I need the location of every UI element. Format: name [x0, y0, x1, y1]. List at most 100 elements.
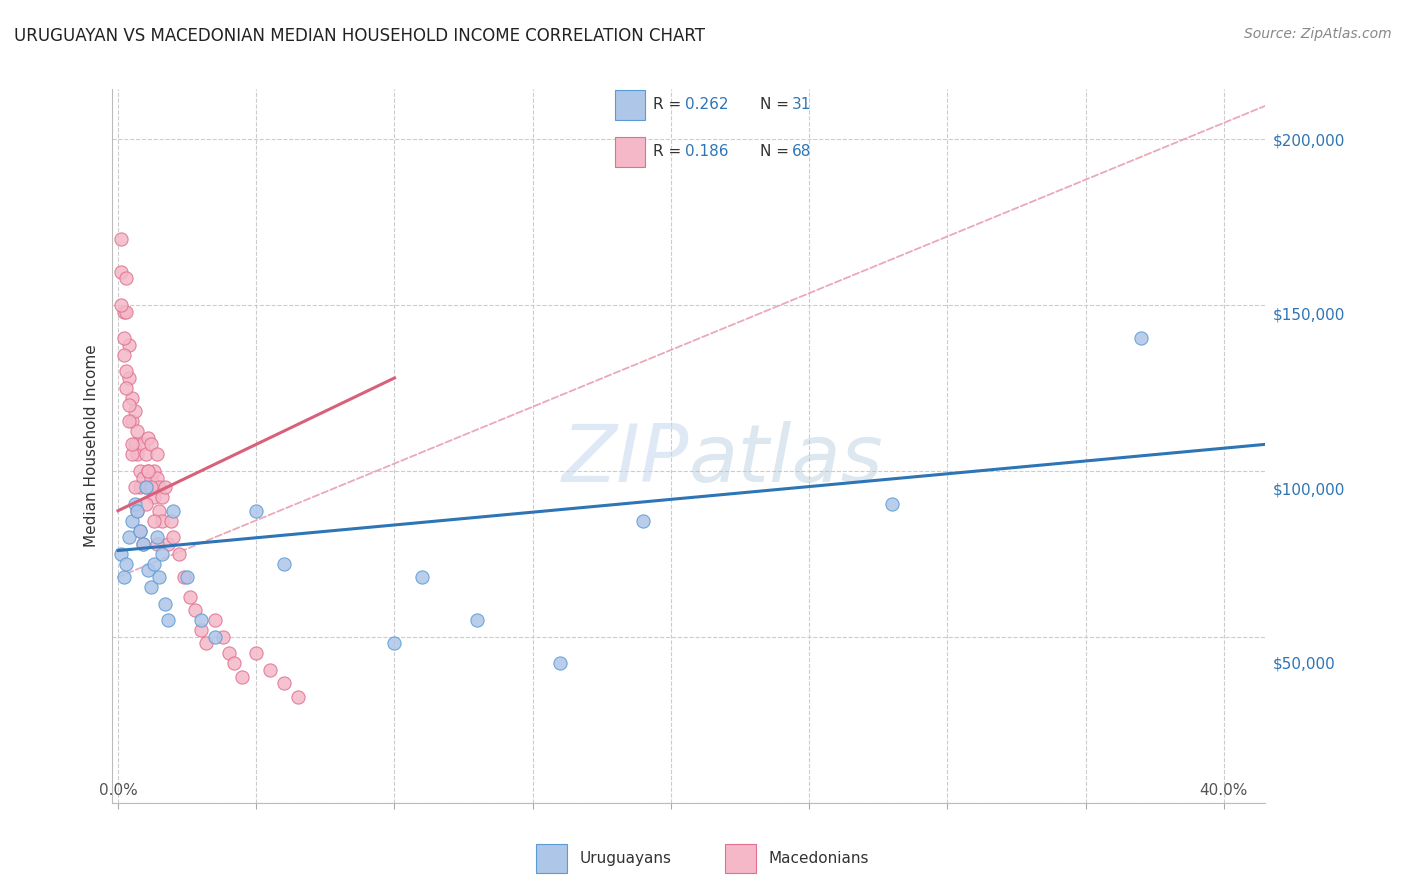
- Point: [129, 524, 152, 538]
- Point: [110, 547, 132, 561]
- Point: [127, 504, 149, 518]
- Point: [142, 557, 165, 571]
- Text: Uruguayans: Uruguayans: [579, 851, 671, 866]
- Point: [142, 514, 165, 528]
- Point: [132, 537, 155, 551]
- Text: atlas: atlas: [689, 421, 884, 500]
- Text: Source: ZipAtlas.com: Source: ZipAtlas.com: [1244, 27, 1392, 41]
- Point: [118, 414, 141, 428]
- Point: [132, 470, 155, 484]
- Point: [127, 447, 149, 461]
- Point: [129, 464, 152, 478]
- Point: [145, 537, 167, 551]
- Point: [127, 504, 149, 518]
- Point: [148, 570, 170, 584]
- Point: [124, 497, 146, 511]
- Point: [550, 657, 572, 671]
- Point: [273, 557, 295, 571]
- Point: [245, 647, 267, 661]
- Point: [184, 603, 207, 617]
- Point: [138, 431, 160, 445]
- Point: [141, 481, 163, 495]
- Point: [135, 481, 157, 495]
- Point: [135, 497, 157, 511]
- Point: [411, 570, 433, 584]
- Point: [127, 424, 149, 438]
- Text: 40.0%: 40.0%: [1199, 783, 1249, 797]
- Point: [204, 630, 226, 644]
- Point: [118, 530, 141, 544]
- Point: [167, 547, 190, 561]
- Bar: [725, 844, 756, 873]
- Text: R =: R =: [652, 97, 686, 112]
- Point: [118, 397, 141, 411]
- Point: [156, 537, 179, 551]
- Point: [115, 304, 138, 318]
- Point: [115, 364, 138, 378]
- Point: [138, 564, 160, 578]
- Point: [132, 537, 155, 551]
- Point: [384, 636, 406, 650]
- Point: [121, 514, 143, 528]
- Point: [118, 338, 141, 352]
- Point: [162, 530, 184, 544]
- Point: [112, 348, 135, 362]
- Text: Macedonians: Macedonians: [768, 851, 869, 866]
- Point: [190, 613, 212, 627]
- Point: [112, 570, 135, 584]
- Point: [141, 437, 163, 451]
- Point: [224, 657, 246, 671]
- Text: $150,000: $150,000: [1272, 308, 1344, 323]
- Point: [115, 381, 138, 395]
- Point: [148, 481, 170, 495]
- Point: [159, 514, 181, 528]
- Point: [150, 514, 173, 528]
- Point: [121, 414, 143, 428]
- Point: [150, 547, 173, 561]
- Point: [150, 491, 173, 505]
- Text: 68: 68: [792, 145, 811, 160]
- Text: $50,000: $50,000: [1272, 656, 1336, 671]
- Point: [204, 613, 226, 627]
- Point: [145, 447, 167, 461]
- Bar: [616, 90, 645, 120]
- Point: [132, 437, 155, 451]
- Point: [259, 663, 281, 677]
- Point: [173, 570, 195, 584]
- Text: 31: 31: [792, 97, 811, 112]
- Text: R =: R =: [652, 145, 686, 160]
- Text: $100,000: $100,000: [1272, 482, 1344, 497]
- Point: [145, 470, 167, 484]
- Text: $200,000: $200,000: [1272, 134, 1344, 149]
- Point: [633, 514, 655, 528]
- Point: [287, 690, 309, 704]
- Point: [112, 331, 135, 345]
- Point: [176, 570, 198, 584]
- Point: [142, 464, 165, 478]
- Point: [467, 613, 489, 627]
- Point: [138, 464, 160, 478]
- Point: [121, 437, 143, 451]
- Point: [162, 504, 184, 518]
- Point: [135, 481, 157, 495]
- Point: [124, 404, 146, 418]
- Point: [882, 497, 904, 511]
- Point: [118, 371, 141, 385]
- Text: URUGUAYAN VS MACEDONIAN MEDIAN HOUSEHOLD INCOME CORRELATION CHART: URUGUAYAN VS MACEDONIAN MEDIAN HOUSEHOLD…: [14, 27, 704, 45]
- Point: [141, 580, 163, 594]
- Point: [138, 464, 160, 478]
- Bar: [616, 137, 645, 167]
- Point: [124, 437, 146, 451]
- Point: [110, 231, 132, 245]
- Point: [245, 504, 267, 518]
- Point: [121, 447, 143, 461]
- Point: [115, 271, 138, 285]
- Point: [156, 613, 179, 627]
- Point: [141, 470, 163, 484]
- Point: [110, 298, 132, 312]
- Point: [179, 590, 201, 604]
- Point: [153, 481, 176, 495]
- Point: [135, 447, 157, 461]
- Point: [231, 670, 253, 684]
- Bar: [536, 844, 568, 873]
